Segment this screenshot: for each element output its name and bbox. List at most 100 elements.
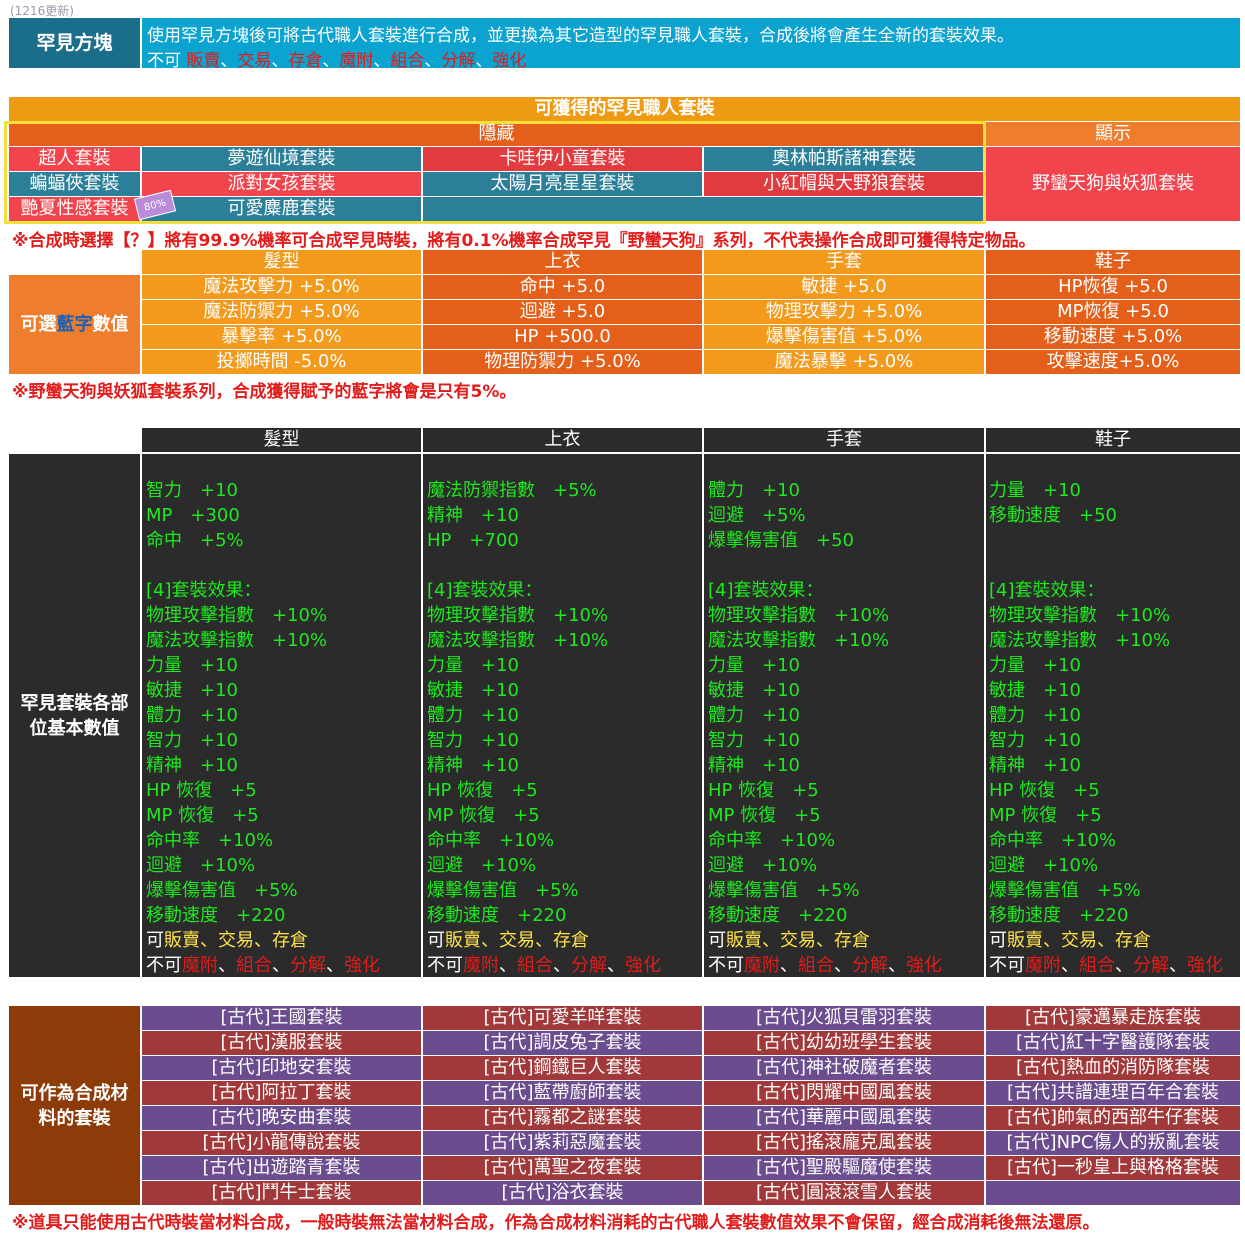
blue-stat-cell: 投擲時間 -5.0% (142, 350, 421, 374)
base-stats-column: 智力 +10 MP +300 命中 +5% [4]套裝效果： 物理攻擊指數 +10% 魔法… (146, 478, 380, 978)
hidden-set: 奧林帕斯諸神套裝 (704, 147, 984, 171)
material-set: [古代]霧都之謎套裝 (423, 1106, 702, 1130)
set-effect-line: [4]套裝效果： (146, 580, 262, 601)
material-set: [古代]NPC傷人的叛亂套裝 (986, 1131, 1240, 1155)
tradeable-action: 、交易 (481, 930, 535, 951)
set-effect-line: 體力 +10 (708, 705, 800, 726)
restricted-prefix: 不可 (146, 955, 182, 976)
hidden-set: 派對女孩套裝 (142, 172, 421, 196)
set-effect-line: 智力 +10 (989, 730, 1081, 751)
hidden-set: 可愛麋鹿套裝 (142, 197, 421, 221)
blue-stat-cell: 魔法防禦力 +5.0% (142, 300, 421, 324)
set-effect-line: HP 恢復 +5 (146, 780, 257, 801)
material-set: [古代]藍帶廚師套裝 (423, 1081, 702, 1105)
restricted-prefix: 不可 (989, 955, 1025, 976)
set-effect-line: 物理攻擊指數 +10% (708, 605, 890, 626)
material-set: [古代]神社破魔者套裝 (704, 1056, 984, 1080)
blue-stat-cell: 魔法攻擊力 +5.0% (142, 275, 421, 299)
shown-set: 野蠻天狗與妖狐套裝 (986, 147, 1240, 221)
tradeable-prefix: 可 (708, 930, 726, 951)
set-effect-line: 敏捷 +10 (989, 680, 1081, 701)
material-set: [古代]阿拉丁套裝 (142, 1081, 421, 1105)
material-set: [古代]一秒皇上與格格套裝 (986, 1156, 1240, 1180)
material-set: [古代]王國套裝 (142, 1006, 421, 1030)
restricted-action: 魔附 (339, 51, 374, 71)
base-panel-shoes (986, 454, 1240, 977)
set-effect-line: 物理攻擊指數 +10% (989, 605, 1171, 626)
base-stat-line: HP +700 (427, 530, 519, 551)
restricted-action: 強化 (344, 955, 380, 976)
tradeable-prefix: 可 (989, 930, 1007, 951)
material-set: [古代]華麗中國風套裝 (704, 1106, 984, 1130)
set-effect-line: 移動速度 +220 (989, 905, 1129, 926)
separator: 、 (271, 51, 289, 71)
tradeable-prefix: 可 (427, 930, 445, 951)
hidden-set-empty (423, 197, 984, 221)
set-effect-line: 移動速度 +220 (708, 905, 848, 926)
set-effect-line: 智力 +10 (146, 730, 238, 751)
base-header-shoes: 鞋子 (986, 428, 1240, 452)
set-effect-line: 敏捷 +10 (708, 680, 800, 701)
material-set: [古代]可愛羊咩套裝 (423, 1006, 702, 1030)
shown-label: 顯示 (986, 122, 1240, 146)
base-panel-gloves (704, 454, 984, 977)
set-effect-line: MP 恢復 +5 (989, 805, 1102, 826)
set-effect-line: 魔法攻擊指數 +10% (427, 630, 609, 651)
base-stat-line: 命中 +5% (146, 530, 244, 551)
set-effect-line: MP 恢復 +5 (146, 805, 259, 826)
description-line-1: 使用罕見方塊後可將古代職人套裝進行合成，並更換為其它造型的罕見職人套裝，合成後將… (147, 26, 1014, 46)
set-effect-line: 力量 +10 (708, 655, 800, 676)
base-stat-line: 力量 +10 (989, 480, 1081, 501)
restricted-action: 魔附 (463, 955, 499, 976)
separator: 、 (373, 51, 391, 71)
hidden-set: 太陽月亮星星套裝 (423, 172, 702, 196)
material-set: [古代]幼幼班學生套裝 (704, 1031, 984, 1055)
material-set: [古代]帥氣的西部牛仔套裝 (986, 1106, 1240, 1130)
material-set: [古代]晚安曲套裝 (142, 1106, 421, 1130)
restricted-action: 魔附 (744, 955, 780, 976)
tradeable-action: 販賣 (445, 930, 481, 951)
material-set: [古代]印地安套裝 (142, 1056, 421, 1080)
restricted-line: 不可魔附、組合、分解、強化 (427, 953, 661, 978)
blue-stats-row-label: 可選 藍字 數值 (9, 275, 140, 374)
materials-label-line1: 可作為合成材 (20, 1082, 129, 1104)
restricted-line: 不可魔附、組合、分解、強化 (708, 953, 942, 978)
tradeable-action: 、交易 (762, 930, 816, 951)
material-set: [古代]鬥牛士套裝 (142, 1181, 421, 1205)
tradeable-action: 、存倉 (816, 930, 870, 951)
base-label-line2: 位基本數值 (29, 717, 120, 739)
material-set: [古代]漢服套裝 (142, 1031, 421, 1055)
base-panel-top (423, 454, 702, 977)
separator: 、 (607, 955, 625, 976)
restricted-action: 魔附 (1025, 955, 1061, 976)
base-stat-line: 魔法防禦指數 +5% (427, 480, 597, 501)
separator: 、 (220, 51, 238, 71)
blue-stat-cell: 物理防禦力 +5.0% (423, 350, 702, 374)
set-effect-line: 命中率 +10% (989, 830, 1117, 851)
separator: 、 (475, 51, 493, 71)
column-header-hair: 髮型 (142, 250, 421, 274)
restricted-action: 魔附 (182, 955, 218, 976)
base-stat-line: 移動速度 +50 (989, 505, 1117, 526)
separator: 、 (424, 51, 442, 71)
blue-stat-cell: 魔法暴擊 +5.0% (704, 350, 984, 374)
tradeable-action: 、存倉 (535, 930, 589, 951)
set-effect-line: 命中率 +10% (708, 830, 836, 851)
material-set: [古代]鋼鐵巨人套裝 (423, 1056, 702, 1080)
set-effect-line: 魔法攻擊指數 +10% (146, 630, 328, 651)
restricted-action: 組合 (1079, 955, 1115, 976)
base-panel-hair (142, 454, 421, 977)
tradeable-action: 、存倉 (1097, 930, 1151, 951)
restricted-action: 強化 (906, 955, 942, 976)
restricted-action: 組合 (390, 51, 425, 71)
set-effect-line: HP 恢復 +5 (708, 780, 819, 801)
base-header-hair: 髮型 (142, 428, 421, 452)
set-effect-line: 敏捷 +10 (427, 680, 519, 701)
set-effect-line: 迴避 +10% (708, 855, 818, 876)
materials-row-label: 可作為合成材 料的套裝 (9, 1006, 140, 1205)
base-stat-line: 智力 +10 (146, 480, 238, 501)
separator: 、 (780, 955, 798, 976)
blue-stat-cell: HP +500.0 (423, 325, 702, 349)
set-effect-line: 移動速度 +220 (427, 905, 567, 926)
set-effect-line: 精神 +10 (989, 755, 1081, 776)
